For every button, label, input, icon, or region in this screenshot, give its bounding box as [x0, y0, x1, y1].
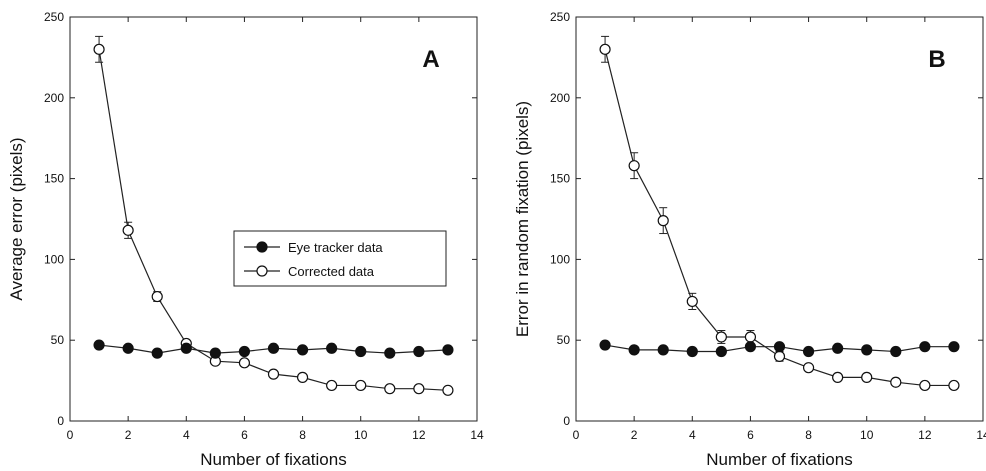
x-tick-label: 14 [976, 428, 986, 442]
corrected-data-point [832, 371, 844, 383]
corrected-data-point [326, 379, 338, 392]
corrected-data-point [861, 371, 873, 383]
y-tick-label: 200 [44, 91, 64, 105]
eye-tracker-data-point [122, 342, 134, 354]
y-tick-label: 0 [563, 414, 570, 428]
y-tick-label: 150 [550, 172, 570, 186]
x-tick-label: 8 [805, 428, 812, 442]
eye-tracker-data-point [657, 344, 669, 356]
corrected-data-point [919, 379, 931, 392]
corrected-data-point [715, 331, 727, 343]
eye-tracker-data-point [326, 342, 338, 354]
y-axis-title: Error in random fixation (pixels) [513, 101, 532, 337]
corrected-data-point [413, 383, 425, 395]
corrected-data-point [355, 379, 367, 392]
y-tick-label: 250 [44, 10, 64, 24]
corrected-series-line [604, 49, 954, 387]
eye-tracker-data-point [802, 345, 815, 358]
x-tick-label: 12 [918, 428, 932, 442]
x-tick-label: 14 [470, 428, 484, 442]
eye-tracker-data-point [890, 345, 902, 358]
eye-tracker-data-point [599, 339, 611, 351]
legend-marker [256, 241, 268, 253]
x-tick-label: 10 [860, 428, 874, 442]
corrected-data-point [93, 43, 105, 55]
eye-tracker-data-point [267, 342, 280, 354]
eye-tracker-data-point [948, 341, 960, 353]
corrected-data-point [599, 43, 611, 55]
eye-tracker-data-point [180, 342, 192, 354]
x-tick-label: 10 [354, 428, 368, 442]
corrected-data-point [686, 295, 698, 308]
eye-tracker-data-point [832, 342, 844, 354]
y-tick-label: 50 [51, 333, 65, 347]
corrected-data-point [296, 371, 309, 383]
legend-label: Eye tracker data [288, 240, 383, 255]
eye-tracker-data-point [861, 344, 873, 356]
x-tick-label: 0 [573, 428, 580, 442]
corrected-data-point [122, 224, 134, 236]
y-tick-label: 150 [44, 172, 64, 186]
corrected-data-point [657, 215, 669, 227]
eye-tracker-data-point [384, 347, 396, 359]
x-tick-label: 4 [183, 428, 190, 442]
eye-tracker-data-point [355, 345, 367, 358]
legend-label: Corrected data [288, 264, 375, 279]
corrected-data-point [948, 379, 960, 392]
legend-marker [256, 265, 268, 277]
legend: Eye tracker data Corrected data [233, 230, 447, 287]
eye-tracker-data-point [209, 347, 221, 359]
x-tick-label: 6 [747, 428, 754, 442]
eye-tracker-data-point [919, 341, 931, 353]
panel-label: A [422, 46, 439, 73]
x-tick-label: 2 [125, 428, 132, 442]
x-tick-label: 6 [241, 428, 248, 442]
y-tick-label: 100 [550, 252, 570, 266]
corrected-data-point [802, 362, 815, 374]
corrected-data-point [238, 357, 251, 369]
eye-tracker-data-point [628, 344, 640, 356]
eye-tracker-data-point [686, 345, 698, 358]
chart-panel-a: 0 2 4 6 8 10 12 14 0 50 100 150 200 250 Number of fixa… [7, 10, 484, 469]
corrected-data-point [744, 331, 757, 343]
y-tick-label: 200 [550, 91, 570, 105]
y-axis-title: Average error (pixels) [7, 137, 26, 300]
corrected-data-point [890, 376, 902, 388]
y-tick-label: 250 [550, 10, 570, 24]
corrected-data-point [267, 368, 280, 380]
x-tick-label: 0 [67, 428, 74, 442]
x-tick-label: 4 [689, 428, 696, 442]
eye-tracker-data-point [151, 347, 163, 359]
x-tick-label: 12 [412, 428, 426, 442]
y-tick-label: 50 [557, 333, 571, 347]
eye-tracker-data-point [296, 344, 309, 356]
corrected-data-point [151, 290, 163, 303]
plot-frame [69, 16, 478, 422]
legend-box [233, 230, 447, 287]
eye-tracker-data-point [744, 341, 757, 353]
eye-tracker-data-point [93, 339, 105, 351]
corrected-data-point [384, 383, 396, 395]
eye-tracker-data-point [442, 344, 454, 356]
eye-tracker-data-point [413, 345, 425, 358]
eye-tracker-data-point [238, 345, 251, 358]
eye-tracker-data-point [715, 345, 727, 358]
x-tick-label: 8 [299, 428, 306, 442]
corrected-data-point [773, 350, 786, 362]
plot-frame [575, 16, 984, 422]
eye-tracker-data-point [773, 341, 786, 353]
y-tick-label: 0 [57, 414, 64, 428]
x-axis-title: Number of fixations [200, 450, 346, 469]
x-axis-title: Number of fixations [706, 450, 852, 469]
corrected-series-line [98, 49, 448, 391]
corrected-data-point [442, 384, 454, 396]
x-tick-label: 2 [631, 428, 638, 442]
y-tick-label: 100 [44, 252, 64, 266]
corrected-data-point [628, 160, 640, 172]
panel-label: B [928, 46, 945, 73]
chart-panel-b: 0 2 4 6 8 10 12 14 0 50 100 150 200 250 Number of fixa… [513, 10, 986, 469]
